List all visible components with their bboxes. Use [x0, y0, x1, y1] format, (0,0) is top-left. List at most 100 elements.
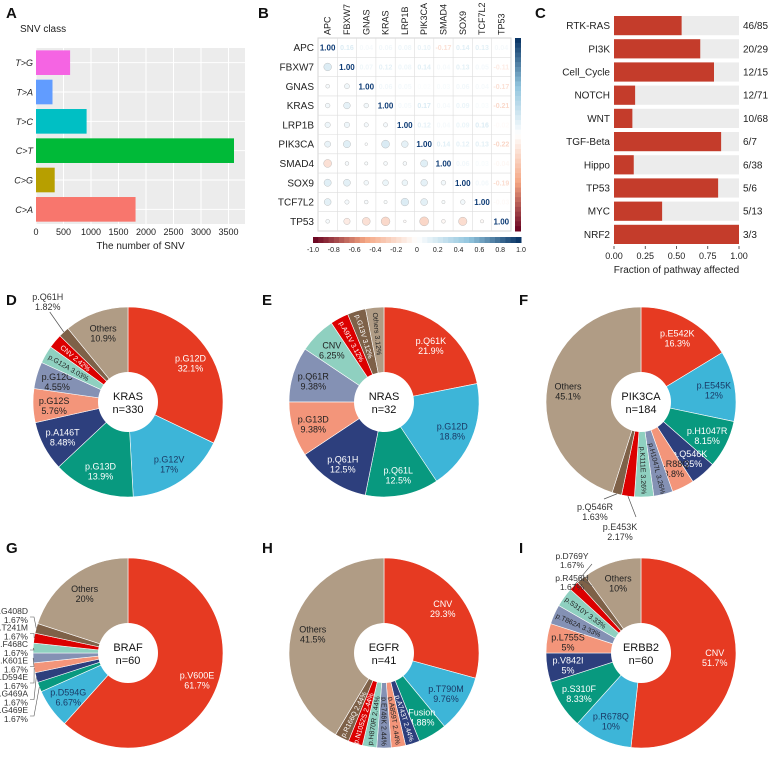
colorbar-cell: [515, 76, 521, 82]
correlation-dot: [363, 122, 369, 128]
colorbar-cell: [515, 57, 521, 63]
slice-percent: 9.76%: [433, 694, 459, 704]
slice-percent: 6.67%: [55, 697, 81, 707]
correlation-value: 0.03: [437, 84, 451, 91]
bar: [614, 16, 682, 36]
x-axis-label: Fraction of pathway affected: [614, 265, 739, 276]
correlation-value: -0.17: [493, 84, 509, 91]
colorbar-cell: [515, 216, 521, 222]
bar: [36, 197, 136, 222]
slice-percent: 1.67%: [4, 648, 29, 658]
colorbar-cell: [401, 237, 408, 243]
correlation-dot: [323, 159, 332, 168]
correlation-value: -0.17: [435, 45, 451, 52]
slice-label: p.A859T2.44%: [386, 696, 400, 745]
colorbar-cell: [495, 237, 501, 243]
correlation-dot: [401, 140, 409, 148]
colorbar-cell: [515, 86, 521, 92]
sample-count: n=32: [372, 404, 397, 416]
column-label: SMAD4: [438, 4, 448, 35]
correlation-dot: [324, 121, 331, 128]
colorbar-cell: [515, 211, 521, 218]
correlation-dot: [401, 179, 408, 186]
bar: [614, 62, 714, 82]
leader-line: [30, 616, 37, 629]
fraction-label: 20/29: [743, 44, 768, 55]
x-tick-label: 2000: [136, 227, 156, 237]
slice-percent: 17%: [160, 464, 178, 474]
y-tick-label: C>T: [16, 146, 35, 156]
correlation-dot: [344, 121, 350, 128]
colorbar-cell: [365, 237, 371, 243]
column-label: FBXW7: [342, 4, 352, 35]
column-label: SOX9: [458, 11, 468, 35]
slice-percent: 4.88%: [409, 718, 435, 728]
x-tick-label: 3500: [218, 227, 238, 237]
slice-name: p.Q61R: [298, 371, 330, 381]
row-label: KRAS: [287, 101, 315, 112]
colorbar-cell: [489, 237, 496, 243]
slice-name: p.G13D: [298, 414, 330, 424]
leader-line: [573, 563, 593, 587]
leader-line: [49, 311, 65, 333]
slice-name: CNV: [322, 341, 341, 351]
donut-hole: [98, 623, 158, 683]
bar: [614, 178, 719, 198]
slice-name: Fusion: [408, 708, 435, 718]
colorbar-cell: [515, 237, 522, 243]
slice-percent: 4.35%: [677, 459, 703, 469]
y-tick-label: T>C: [16, 117, 34, 127]
slice-name: p.K601E: [0, 656, 28, 666]
row-label: LRP1B: [282, 120, 314, 131]
row-label: GNAS: [286, 82, 315, 93]
leader-line: [30, 647, 35, 651]
pie-slice: [545, 306, 642, 493]
slice-name: p.R678Q: [593, 711, 629, 721]
correlation-dot: [344, 83, 350, 89]
bar: [36, 79, 53, 105]
slice-percent: 1.67%: [4, 698, 29, 708]
colorbar-cell: [515, 202, 521, 208]
category-label: TGF-Beta: [566, 137, 610, 148]
slice-name: p.K111E: [638, 447, 646, 473]
y-tick-label: C>G: [14, 176, 33, 186]
colorbar-cell: [391, 237, 397, 243]
x-tick-label: 2500: [163, 227, 183, 237]
slice-name: p.E542K: [660, 329, 695, 339]
slice-percent: 41.5%: [300, 634, 326, 644]
row-label: APC: [293, 43, 314, 54]
slice-percent: 1.63%: [582, 512, 608, 522]
correlation-dot: [441, 200, 446, 204]
colorbar-cell: [385, 237, 392, 243]
slice-label: Others3.12%: [371, 312, 382, 355]
slice-name: p.L755S: [551, 632, 585, 642]
erbb2-pie-chart: CNV51.7%p.R678Q10%p.S310F8.33%p.V842I5%p…: [545, 551, 737, 749]
colorbar-cell: [505, 237, 512, 243]
category-label: PI3K: [588, 44, 610, 55]
row-label: TP53: [290, 217, 314, 228]
category-label: NOTCH: [574, 91, 610, 102]
correlation-dot: [343, 217, 351, 225]
slice-percent: 1.67%: [4, 615, 29, 625]
gene-name: BRAF: [113, 642, 143, 654]
column-label: GNAS: [361, 9, 371, 35]
colorbar-cell: [422, 237, 428, 243]
correlation-value: -0.04: [493, 161, 509, 168]
colorbar-cell: [443, 237, 449, 243]
correlation-value: 0.13: [475, 45, 489, 52]
colorbar-cell: [515, 144, 521, 150]
correlation-dot: [325, 84, 330, 89]
slice-name: p.T790M: [428, 684, 464, 694]
row-label: PIK3CA: [278, 140, 314, 151]
x-tick-label: 0: [33, 227, 38, 237]
gene-name: PIK3CA: [621, 391, 661, 403]
colorbar-tick-label: -0.6: [349, 247, 361, 254]
panel-label-c: C: [535, 5, 546, 22]
slice-name: p.E453K: [603, 522, 638, 532]
slice-name: p.Q61H: [327, 454, 358, 464]
correlation-value: 0.04: [359, 45, 373, 52]
correlation-dot: [324, 140, 331, 148]
snv-class-chart: 0 500 1000 1500 2000 2500 3000 3500 T>G T>A T>C C>T…: [14, 24, 245, 252]
slice-percent: 4.55%: [44, 382, 70, 392]
pie-slice: [304, 401, 385, 496]
